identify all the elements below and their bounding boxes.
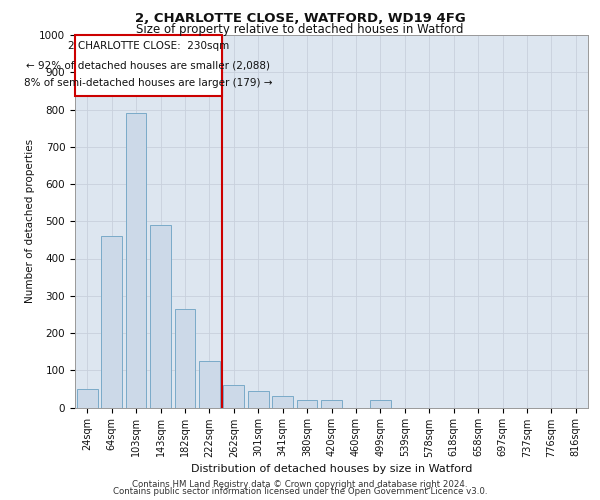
Y-axis label: Number of detached properties: Number of detached properties <box>25 139 35 304</box>
Text: Contains HM Land Registry data © Crown copyright and database right 2024.: Contains HM Land Registry data © Crown c… <box>132 480 468 489</box>
X-axis label: Distribution of detached houses by size in Watford: Distribution of detached houses by size … <box>191 464 472 473</box>
Bar <box>125 113 146 408</box>
Text: Contains public sector information licensed under the Open Government Licence v3: Contains public sector information licen… <box>113 488 487 496</box>
Bar <box>296 400 317 407</box>
Bar <box>175 309 196 408</box>
Bar <box>199 361 220 408</box>
Text: 8% of semi-detached houses are larger (179) →: 8% of semi-detached houses are larger (1… <box>24 78 272 88</box>
Bar <box>223 385 244 407</box>
Bar <box>272 396 293 407</box>
Bar <box>101 236 122 408</box>
Bar <box>150 225 171 408</box>
Text: 2 CHARLOTTE CLOSE:  230sqm: 2 CHARLOTTE CLOSE: 230sqm <box>68 41 229 51</box>
Bar <box>248 390 269 407</box>
Bar <box>370 400 391 407</box>
Bar <box>321 400 342 407</box>
Bar <box>75 35 221 96</box>
Bar <box>77 389 98 407</box>
Text: ← 92% of detached houses are smaller (2,088): ← 92% of detached houses are smaller (2,… <box>26 61 270 71</box>
Text: Size of property relative to detached houses in Watford: Size of property relative to detached ho… <box>136 22 464 36</box>
Text: 2, CHARLOTTE CLOSE, WATFORD, WD19 4FG: 2, CHARLOTTE CLOSE, WATFORD, WD19 4FG <box>134 12 466 26</box>
